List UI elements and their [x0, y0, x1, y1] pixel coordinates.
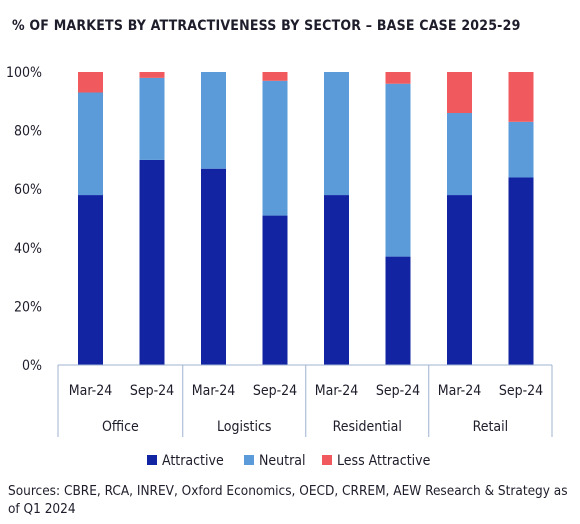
- group-label: Logistics: [217, 419, 271, 435]
- group-label: Retail: [473, 419, 509, 435]
- bar-segment-neutral: [385, 83, 411, 257]
- bar-segment-neutral: [508, 121, 534, 178]
- y-tick-label: 80%: [14, 124, 42, 140]
- bar-segment-less-attractive: [78, 72, 103, 93]
- bar-segment-attractive: [508, 177, 534, 365]
- group-label: Office: [102, 419, 139, 435]
- chart-title: % OF MARKETS BY ATTRACTIVENESS BY SECTOR…: [12, 18, 521, 34]
- bar-segment-less-attractive: [385, 72, 411, 84]
- bar-segment-neutral: [139, 77, 165, 160]
- bar-segment-attractive: [447, 195, 472, 365]
- bar-segment-attractive: [262, 215, 288, 365]
- x-tick-label: Sep-24: [130, 383, 174, 399]
- bar-segment-attractive: [139, 159, 165, 365]
- bar-segment-attractive: [385, 256, 411, 365]
- x-tick-label: Mar-24: [315, 383, 358, 399]
- legend-label: Less Attractive: [337, 453, 431, 469]
- source-note: Sources: CBRE, RCA, INREV, Oxford Econom…: [8, 483, 568, 517]
- bar-segment-neutral: [78, 92, 103, 196]
- bar-segment-less-attractive: [262, 72, 288, 81]
- bar-segment-attractive: [201, 168, 226, 365]
- y-tick-label: 60%: [14, 182, 42, 198]
- x-tick-label: Sep-24: [253, 383, 297, 399]
- x-tick-label: Mar-24: [438, 383, 481, 399]
- y-tick-label: 0%: [22, 358, 42, 374]
- x-tick-label: Mar-24: [192, 383, 235, 399]
- legend-swatch-less-attractive: [322, 455, 332, 465]
- legend-swatch-neutral: [244, 455, 254, 465]
- bar-segment-less-attractive: [447, 72, 472, 114]
- x-tick-label: Mar-24: [69, 383, 112, 399]
- bar-segment-neutral: [447, 113, 472, 196]
- legend-label: Attractive: [162, 453, 224, 469]
- bar-segment-attractive: [78, 195, 103, 365]
- bar-segment-neutral: [324, 72, 349, 196]
- bar-segment-less-attractive: [139, 72, 165, 78]
- legend-label: Neutral: [259, 453, 305, 469]
- group-label: Residential: [333, 419, 402, 435]
- bar-segment-less-attractive: [508, 72, 534, 122]
- x-tick-label: Sep-24: [499, 383, 543, 399]
- y-tick-label: 20%: [14, 299, 42, 315]
- bar-segment-neutral: [201, 72, 226, 169]
- stacked-bar-chart: 0% 20% 40% 60% 80% 100% Mar-24 Sep-24 Mar-24 Sep-…: [6, 65, 553, 469]
- legend-swatch-attractive: [147, 455, 157, 465]
- y-tick-label: 100%: [6, 65, 42, 81]
- bar-segment-attractive: [324, 195, 349, 365]
- bar-segment-neutral: [262, 80, 288, 216]
- y-tick-label: 40%: [14, 241, 42, 257]
- x-tick-label: Sep-24: [376, 383, 420, 399]
